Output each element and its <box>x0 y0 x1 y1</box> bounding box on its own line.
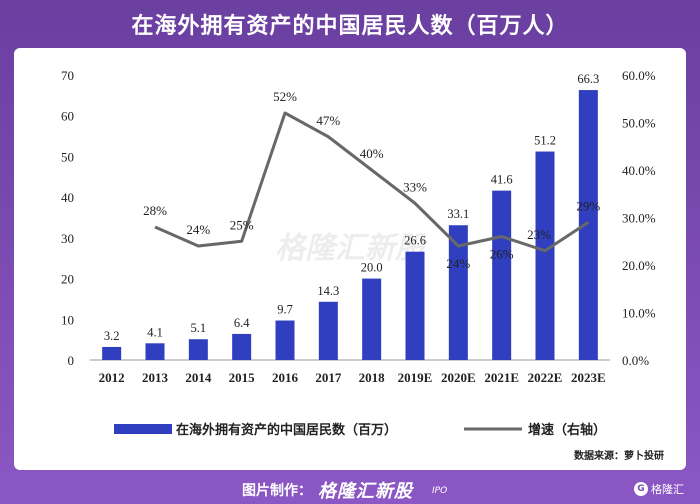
bar <box>578 90 598 361</box>
x-tick-label: 2015 <box>229 370 256 385</box>
bar <box>405 251 425 360</box>
growth-value-label: 23% <box>527 227 551 242</box>
bar <box>448 225 468 360</box>
x-tick-label: 2012 <box>99 370 125 385</box>
bar-value-label: 6.4 <box>234 316 250 330</box>
growth-value-label: 52% <box>273 89 297 104</box>
growth-value-label: 25% <box>230 217 254 232</box>
legend-line-label: 增速（右轴） <box>528 422 606 438</box>
bar-value-label: 33.1 <box>447 207 469 221</box>
x-tick-label: 2018 <box>359 370 386 385</box>
bar-value-label: 51.2 <box>534 134 556 148</box>
bar <box>145 343 165 360</box>
credit-brand: 格隆汇新股 <box>318 481 413 502</box>
x-tick-label: 2016 <box>272 370 299 385</box>
corner-badge-label: 格隆汇 <box>651 483 684 496</box>
growth-value-label: 24% <box>446 256 470 271</box>
bar-value-label: 14.3 <box>317 284 339 298</box>
corner-badge: G 格隆汇 <box>634 481 684 497</box>
bar-value-label: 20.0 <box>361 261 383 275</box>
x-tick-label: 2020E <box>441 370 476 385</box>
bar-value-label: 9.7 <box>277 303 293 317</box>
y2-tick-label: 30.0% <box>622 211 656 226</box>
growth-value-label: 29% <box>576 198 600 213</box>
y-tick-label: 70 <box>61 68 74 83</box>
x-tick-label: 2017 <box>315 370 342 385</box>
x-tick-label: 2022E <box>528 370 563 385</box>
credit-label: 图片制作： <box>242 483 312 499</box>
credit-ipo: IPO <box>432 486 448 496</box>
growth-value-label: 47% <box>316 113 340 128</box>
y2-tick-label: 20.0% <box>622 258 656 273</box>
legend-bar-swatch <box>114 424 172 434</box>
growth-value-label: 33% <box>403 179 427 194</box>
y2-tick-label: 0.0% <box>622 353 649 368</box>
bar-value-label: 4.1 <box>147 325 163 339</box>
growth-line <box>154 111 590 253</box>
watermark: 格隆汇新股 <box>275 231 428 266</box>
bar <box>492 190 512 360</box>
bar-value-label: 26.6 <box>404 234 426 248</box>
bar-value-label: 66.3 <box>577 72 599 86</box>
y-tick-label: 10 <box>61 312 74 327</box>
y-tick-label: 50 <box>61 149 74 164</box>
bar-value-label: 5.1 <box>191 321 207 335</box>
y-tick-label: 40 <box>61 190 74 205</box>
y-tick-label: 30 <box>61 231 74 246</box>
bar-value-label: 41.6 <box>491 173 513 187</box>
chart: 格隆汇新股 0 10 20 30 40 50 60 70 0.0% 10.0% 20.0% 30.0% 4… <box>61 68 664 462</box>
legend-bar-label: 在海外拥有资产的中国居民数（百万） <box>176 422 397 438</box>
x-tick-label: 2019E <box>398 370 433 385</box>
y2-tick-label: 50.0% <box>622 116 656 131</box>
x-tick-label: 2023E <box>571 370 606 385</box>
bar <box>102 346 122 360</box>
y2-tick-label: 10.0% <box>622 306 656 321</box>
bar <box>232 333 252 360</box>
growth-value-label: 24% <box>186 222 210 237</box>
growth-value-label: 40% <box>360 146 384 161</box>
y-tick-label: 20 <box>61 272 74 287</box>
y2-tick-label: 40.0% <box>622 163 656 178</box>
bar <box>318 301 338 360</box>
page-title: 在海外拥有资产的中国居民人数（百万人） <box>131 14 569 39</box>
bar <box>362 278 382 360</box>
y-tick-label: 60 <box>61 109 74 124</box>
y2-tick-label: 60.0% <box>622 68 656 83</box>
y-tick-label: 0 <box>68 353 75 368</box>
chart-panel: 格隆汇新股 0 10 20 30 40 50 60 70 0.0% 10.0% 20.0% 30.0% 4… <box>14 48 686 470</box>
source-note: 数据来源：萝卜投研 <box>574 449 664 462</box>
x-tick-label: 2013 <box>142 370 169 385</box>
bar <box>275 320 295 360</box>
x-tick-label: 2021E <box>484 370 519 385</box>
growth-value-label: 26% <box>490 247 514 262</box>
bar <box>535 151 555 360</box>
bar-value-label: 3.2 <box>104 329 120 343</box>
x-tick-label: 2014 <box>185 370 212 385</box>
bar <box>188 339 208 360</box>
growth-value-label: 28% <box>143 203 167 218</box>
logo-icon: G <box>634 482 648 496</box>
footer: 图片制作： 格隆汇新股 IPO G 格隆汇 <box>0 476 700 504</box>
